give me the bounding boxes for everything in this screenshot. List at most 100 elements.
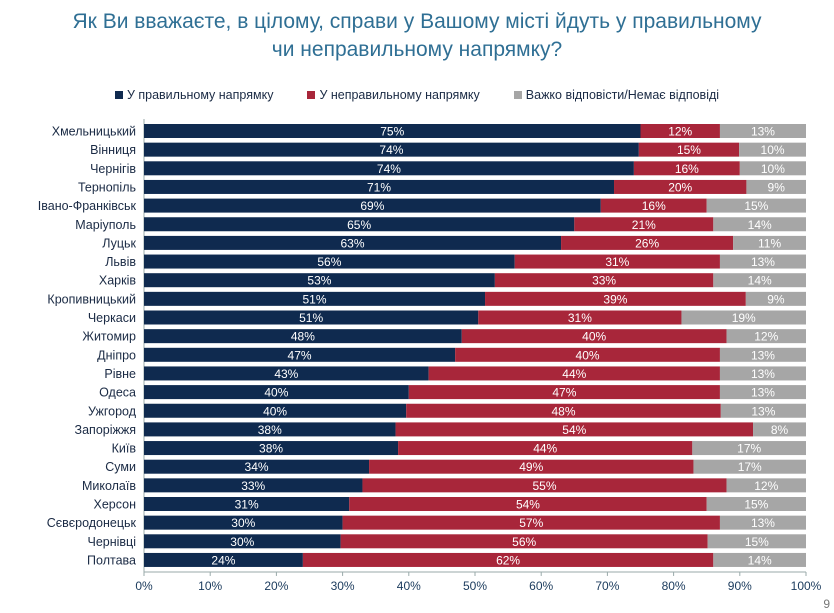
data-label: 14% [748,553,772,567]
data-label: 15% [744,199,768,213]
bar-segment [144,254,515,269]
data-label: 13% [751,348,775,362]
data-label: 13% [751,255,775,269]
bar-segment [144,142,639,157]
bar-segment [455,347,720,362]
data-label: 17% [738,460,762,474]
data-label: 12% [754,479,778,493]
bar-segment [408,385,720,400]
data-label: 47% [552,386,576,400]
x-tick-label: 70% [595,579,619,593]
data-label: 24% [211,553,235,567]
bar-segment [739,161,806,176]
x-tick-label: 90% [728,579,752,593]
data-label: 33% [241,479,265,493]
bar-segment [144,441,399,456]
bar-segment [144,552,303,567]
data-label: 8% [771,423,789,437]
bar-segment [719,385,806,400]
bar-segment [719,515,806,530]
data-label: 44% [533,442,557,456]
data-label: 14% [748,274,772,288]
category-label: Дніпро [97,348,136,362]
category-label: Суми [105,460,136,474]
category-label: Вінниця [90,143,136,157]
bar-segment [726,478,806,493]
category-label: Хмельницький [52,125,136,139]
data-label: 63% [341,236,365,250]
title-line-2: чи неправильному напрямку? [271,38,563,61]
data-label: 21% [632,218,656,232]
bar-segment [561,235,734,250]
bar-segment [144,235,562,250]
legend-item-hard-to-say: Важко відповісти/Немає відповіді [513,88,719,102]
x-tick-label: 40% [397,579,421,593]
legend-item-wrong-direction: У неправильному напрямку [307,88,480,102]
data-label: 38% [258,423,282,437]
x-tick-label: 80% [662,579,686,593]
data-label: 10% [761,162,785,176]
data-label: 15% [744,498,768,512]
x-tick-label: 60% [529,579,553,593]
data-label: 47% [288,348,312,362]
data-label: 26% [635,236,659,250]
legend-item-right-direction: У правильному напрямку [114,88,273,102]
bar-segment [746,179,806,194]
data-label: 31% [605,255,629,269]
category-label: Львів [105,255,136,269]
bar-segment [144,310,479,325]
data-label: 13% [751,125,775,139]
category-label: Тернопіль [78,180,136,194]
title-line-1: Як Ви вважаєте, в цілому, справи у Вашом… [72,10,762,33]
data-label: 39% [603,292,627,306]
bar-segment [706,198,806,213]
category-label: Херсон [94,498,137,512]
bar-segment [692,441,806,456]
legend-swatch [307,91,316,99]
bar-segment [614,179,747,194]
bar-segment [144,403,407,418]
bar-segment [739,142,806,157]
bar-segment [144,124,641,138]
bar-segment [144,497,350,511]
bar-segment [406,403,721,418]
category-label: Ужгород [88,404,137,418]
bar-segment [485,291,746,306]
bar-segment [719,366,806,381]
data-label: 54% [516,498,540,512]
data-label: 20% [668,180,692,194]
bar-segment [369,459,694,474]
data-label: 54% [562,423,586,437]
data-label: 48% [551,404,575,418]
legend-swatch [114,91,123,99]
bar-segment [144,366,429,381]
category-label: Миколаїв [82,479,136,493]
bar-segment [707,534,806,549]
data-label: 15% [677,143,701,157]
bar-segment [719,124,806,138]
x-tick-label: 20% [264,579,288,593]
bar-segment [349,497,707,511]
data-label: 13% [751,516,775,530]
bar-segment [144,478,363,493]
data-label: 31% [568,311,592,325]
data-label: 38% [259,442,283,456]
bar-segment [633,161,740,176]
category-label: Київ [112,442,137,456]
data-label: 40% [582,330,606,344]
bar-segment [713,552,806,567]
category-label: Івано-Франківськ [38,199,137,213]
data-label: 57% [519,516,543,530]
bar-segment [144,385,409,400]
data-label: 16% [675,162,699,176]
legend: У правильному напрямку У неправильному н… [0,88,834,102]
bar-segment [600,198,707,213]
data-label: 43% [274,367,298,381]
bar-segment [144,329,462,344]
data-label: 40% [263,404,287,418]
bar-segment [144,273,495,288]
bar-segment [753,422,806,437]
bar-segment [395,422,754,437]
bar-segment [681,310,806,325]
